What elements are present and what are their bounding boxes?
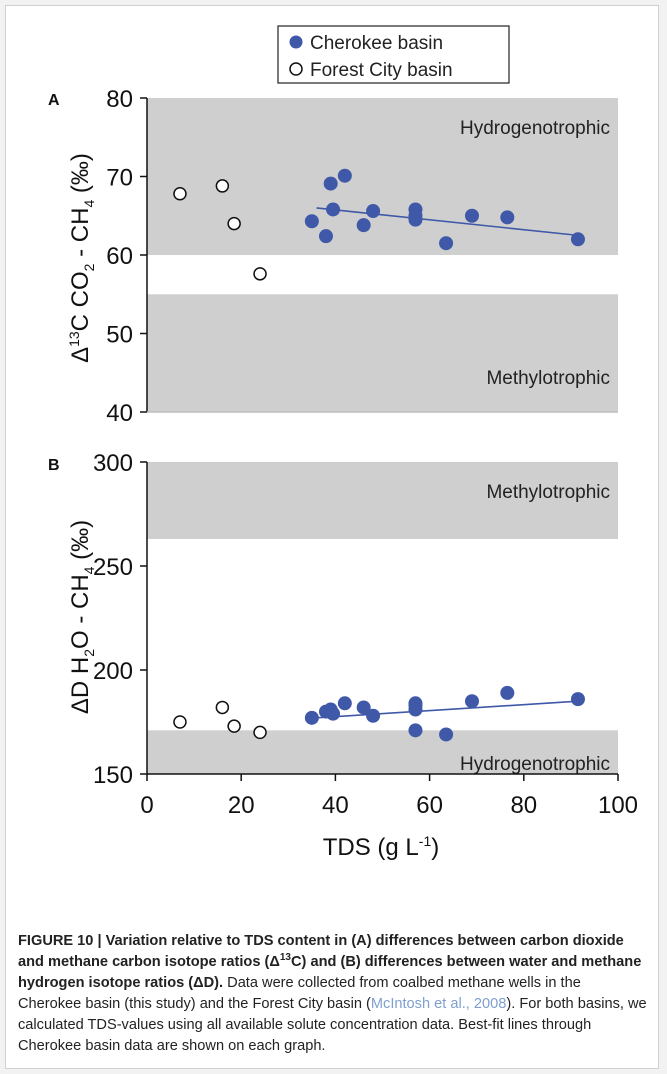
y-tick-label: 150 (93, 762, 133, 789)
legend-label-cherokee: Cherokee basin (310, 33, 443, 54)
point-cherokee (500, 210, 515, 225)
panel-b-axes: 150 200 250 300 0 20 40 60 80 100 (93, 450, 638, 819)
point-cherokee (356, 218, 371, 233)
point-cherokee (464, 208, 479, 223)
point-cherokee (500, 685, 515, 700)
point-cherokee (304, 214, 319, 229)
point-cherokee (464, 694, 479, 709)
point-forest-city (173, 187, 187, 201)
point-cherokee (366, 204, 381, 219)
point-forest-city (215, 700, 230, 715)
point-forest-city (253, 725, 267, 740)
band-label-methylotrophic: Methylotrophic (486, 482, 610, 503)
band-label-hydrogenotrophic: Hydrogenotrophic (460, 118, 610, 139)
caption-text-2: ). For both basins, we calculated TDS-va… (18, 996, 647, 1054)
band-methylotrophic (147, 462, 618, 539)
caption-bold-prefix: FIGURE 10 | Variation relative to TDS co… (18, 933, 624, 970)
band-hydrogenotrophic (147, 98, 618, 255)
legend-marker-cherokee (289, 35, 303, 49)
panel-a-axes: 40 50 60 70 80 (106, 86, 618, 427)
x-axis-label: TDS (g L-1) (323, 833, 439, 861)
panel-b-marks (173, 685, 585, 742)
x-tick-label: 40 (322, 792, 349, 819)
band-methylotrophic (147, 294, 618, 412)
point-cherokee (304, 710, 319, 725)
best-fit-line (316, 700, 579, 719)
point-cherokee (337, 168, 352, 183)
x-tick-label: 60 (416, 792, 443, 819)
point-cherokee (323, 176, 338, 191)
point-cherokee (326, 706, 341, 721)
point-cherokee (439, 727, 454, 742)
panel-a-marks (173, 168, 585, 281)
panel-b-label: B (48, 457, 60, 474)
y-tick-label: 80 (106, 86, 133, 113)
point-cherokee (570, 692, 585, 707)
legend-label-forest-city: Forest City basin (310, 60, 453, 81)
y-tick-label: 250 (93, 554, 133, 581)
caption-citation-link[interactable]: McIntosh et al., 2008 (370, 996, 507, 1012)
x-tick-label: 20 (228, 792, 255, 819)
caption-text-1: Data were collected from coalbed methane… (18, 975, 581, 1012)
point-forest-city (173, 715, 187, 729)
point-forest-city (215, 179, 230, 193)
y-tick-label: 200 (93, 658, 133, 685)
point-cherokee (366, 708, 381, 723)
point-cherokee (408, 702, 423, 717)
y-tick-label: 300 (93, 450, 133, 477)
point-forest-city (227, 216, 241, 231)
x-tick-label: 0 (140, 792, 153, 819)
y-tick-label: 40 (106, 400, 133, 427)
point-cherokee (337, 696, 352, 711)
y-tick-label: 60 (106, 243, 133, 270)
y-tick-label: 70 (106, 165, 133, 192)
svg-text:Δ13C CO2 - CH4 (‰): Δ13C CO2 - CH4 (‰) (66, 153, 97, 363)
point-cherokee (570, 232, 585, 247)
band-label-methylotrophic: Methylotrophic (486, 368, 610, 389)
point-cherokee (439, 236, 454, 251)
x-tick-label: 80 (510, 792, 537, 819)
point-cherokee (408, 723, 423, 738)
best-fit-line (316, 207, 579, 237)
caption-bold-sup: 13 (279, 952, 291, 964)
legend: Cherokee basin Forest City basin (277, 25, 510, 84)
panel-a-y-axis-label: Δ13C CO2 - CH4 (‰) (66, 153, 97, 363)
point-forest-city (253, 267, 267, 281)
panel-a: A Hydrogenotrophic Methylotrophic 40 50 60 7… (48, 86, 618, 427)
svg-text:ΔD H2O - CH4 (‰): ΔD H2O - CH4 (‰) (67, 520, 97, 714)
legend-box (277, 25, 510, 84)
caption-bold-mid: C) and (B) differences between water and… (18, 954, 642, 991)
x-tick-label: 100 (598, 792, 638, 819)
panel-a-label: A (48, 92, 60, 109)
point-cherokee (318, 229, 333, 244)
band-label-hydrogenotrophic: Hydrogenotrophic (460, 754, 610, 775)
point-forest-city (227, 719, 241, 733)
point-cherokee (356, 700, 371, 715)
panel-b-y-axis-label: ΔD H2O - CH4 (‰) (67, 520, 97, 714)
point-cherokee (326, 202, 341, 217)
panel-b-bands: Methylotrophic Hydrogenotrophic (147, 462, 618, 775)
figure-caption: FIGURE 10 | Variation relative to TDS co… (18, 931, 648, 1057)
y-tick-label: 50 (106, 322, 133, 349)
panel-a-bands: Hydrogenotrophic Methylotrophic (147, 98, 618, 412)
point-cherokee (408, 212, 423, 227)
band-hydrogenotrophic (147, 730, 618, 774)
legend-marker-forest-city (289, 62, 303, 76)
